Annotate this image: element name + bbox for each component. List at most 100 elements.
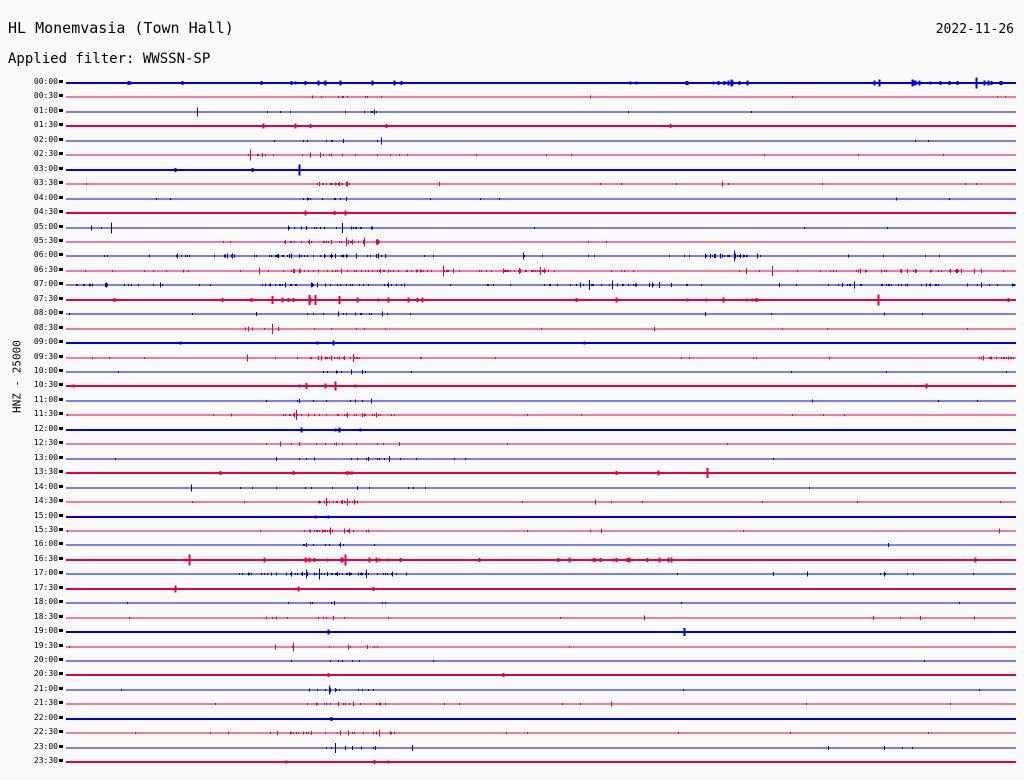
trace-row: 15:30 xyxy=(0,524,1024,538)
seismic-trace xyxy=(66,455,1016,462)
trace-row: 23:30 xyxy=(0,755,1024,769)
y-axis-tick xyxy=(59,542,63,546)
seismic-trace xyxy=(66,265,1016,277)
trace-row: 20:30 xyxy=(0,668,1024,682)
y-axis-tick xyxy=(59,730,63,734)
trace-row-time-label: 21:00 xyxy=(33,683,58,693)
trace-row-time-label: 20:00 xyxy=(33,655,58,664)
seismic-trace xyxy=(66,181,1016,187)
trace-row-time-label: 06:30 xyxy=(33,264,58,274)
trace-row: 16:30 xyxy=(0,553,1024,567)
seismic-trace xyxy=(66,353,1016,362)
y-axis-tick xyxy=(59,181,63,185)
seismic-trace xyxy=(66,716,1016,721)
y-axis-tick xyxy=(59,470,63,474)
trace-row: 00:00 xyxy=(0,76,1024,90)
y-axis-tick xyxy=(59,658,63,661)
seismic-trace xyxy=(66,137,1016,145)
y-axis-tick xyxy=(59,672,63,676)
trace-row: 01:30 xyxy=(0,119,1024,133)
trace-row-time-label: 14:30 xyxy=(33,496,58,506)
y-axis-tick xyxy=(59,585,63,589)
y-axis-tick xyxy=(59,238,63,242)
y-axis-tick xyxy=(59,210,63,214)
trace-row-time-label: 00:00 xyxy=(33,77,58,86)
seismic-trace xyxy=(66,729,1016,737)
trace-row: 09:00 xyxy=(0,336,1024,350)
trace-row: 22:30 xyxy=(0,726,1024,740)
trace-row: 14:30 xyxy=(0,495,1024,509)
y-axis-tick xyxy=(59,94,63,98)
trace-row-time-label: 01:30 xyxy=(33,120,58,130)
trace-row-time-label: 06:00 xyxy=(33,250,58,260)
trace-row-time-label: 04:30 xyxy=(33,207,58,217)
y-axis-tick xyxy=(59,513,63,517)
seismic-trace xyxy=(66,323,1016,334)
seismic-trace xyxy=(66,484,1016,491)
seismic-trace xyxy=(66,381,1016,392)
y-axis-tick xyxy=(59,383,63,387)
trace-row-time-label: 16:00 xyxy=(33,539,58,549)
seismic-trace xyxy=(66,237,1016,247)
trace-row: 03:00 xyxy=(0,163,1024,177)
trace-row: 17:00 xyxy=(0,567,1024,581)
trace-row: 22:00 xyxy=(0,712,1024,726)
y-axis-tick xyxy=(59,527,63,531)
seismic-trace xyxy=(66,585,1016,593)
trace-row: 15:00 xyxy=(0,510,1024,524)
trace-row: 07:30 xyxy=(0,293,1024,307)
seismic-trace xyxy=(66,568,1016,580)
trace-row-time-label: 08:00 xyxy=(33,308,58,318)
y-axis-tick xyxy=(59,455,63,459)
trace-row-time-label: 20:30 xyxy=(33,669,58,679)
trace-row-time-label: 04:00 xyxy=(33,192,58,202)
seismic-trace xyxy=(66,627,1016,637)
seismic-trace xyxy=(66,427,1016,433)
trace-row-time-label: 02:00 xyxy=(33,134,58,144)
trace-row-time-label: 18:30 xyxy=(33,611,58,621)
trace-row-time-label: 16:30 xyxy=(33,553,58,563)
seismic-trace xyxy=(66,410,1016,421)
trace-row: 18:30 xyxy=(0,611,1024,625)
y-axis-tick xyxy=(59,137,63,141)
trace-row: 12:00 xyxy=(0,423,1024,437)
trace-row: 06:00 xyxy=(0,249,1024,263)
trace-row-time-label: 11:00 xyxy=(33,394,58,404)
y-axis-tick xyxy=(59,426,63,430)
trace-row-time-label: 02:30 xyxy=(33,149,58,159)
y-axis-tick xyxy=(59,701,63,705)
seismic-trace xyxy=(66,222,1016,233)
trace-row: 11:00 xyxy=(0,394,1024,408)
trace-row: 14:00 xyxy=(0,481,1024,495)
y-axis-tick xyxy=(59,224,63,228)
seismic-trace xyxy=(66,514,1016,519)
trace-row: 17:30 xyxy=(0,582,1024,596)
trace-row: 20:00 xyxy=(0,654,1024,668)
y-axis-tick xyxy=(59,484,63,488)
trace-row: 00:30 xyxy=(0,90,1024,104)
trace-row-time-label: 09:00 xyxy=(33,337,58,347)
page-title: HL Monemvasia (Town Hall) xyxy=(8,19,234,37)
trace-row-time-label: 05:00 xyxy=(33,221,58,231)
seismic-trace xyxy=(66,554,1016,566)
trace-row-time-label: 03:30 xyxy=(33,178,58,188)
y-axis-tick xyxy=(59,397,63,401)
trace-row: 02:00 xyxy=(0,134,1024,148)
trace-row: 04:30 xyxy=(0,206,1024,220)
seismic-trace xyxy=(66,196,1016,201)
seismic-trace xyxy=(66,107,1016,117)
trace-row-time-label: 12:00 xyxy=(33,423,58,433)
seismic-trace xyxy=(66,498,1016,506)
trace-row-time-label: 07:00 xyxy=(33,279,58,289)
trace-row-time-label: 19:00 xyxy=(33,626,58,636)
trace-row: 11:30 xyxy=(0,408,1024,422)
y-axis-tick xyxy=(59,325,63,329)
trace-row-time-label: 22:30 xyxy=(33,727,58,737)
trace-row-time-label: 01:00 xyxy=(33,105,58,115)
trace-row-time-label: 11:30 xyxy=(33,409,58,419)
y-axis-tick xyxy=(59,282,63,286)
trace-row: 02:30 xyxy=(0,148,1024,162)
seismic-trace xyxy=(66,642,1016,651)
y-axis-tick xyxy=(59,369,63,372)
seismic-trace xyxy=(66,210,1016,216)
